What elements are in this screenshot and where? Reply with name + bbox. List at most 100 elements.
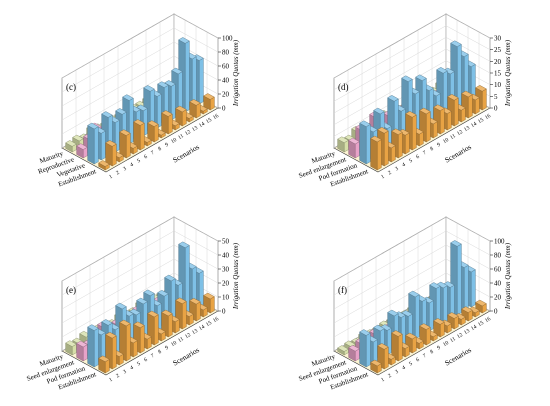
bar-establishment-s14	[189, 297, 201, 322]
z-axis-title: Irrigation Quotas (mm)	[232, 39, 240, 107]
scenario-tick-label: 7	[422, 150, 428, 157]
scenario-tick-label: 3	[122, 166, 128, 173]
bar-reproductive-s1	[76, 143, 88, 159]
bar-pod-formation-s1	[87, 324, 99, 368]
scenario-tick-label: 9	[164, 142, 170, 149]
z-axis-title: Irrigation Quotas (mm)	[504, 242, 512, 310]
scenario-tick-label: 6	[143, 154, 149, 161]
scenario-tick-label: 9	[436, 345, 442, 352]
scenario-tick-label: 16	[212, 113, 220, 121]
z-tick-label: 30	[494, 35, 502, 43]
bar-vegetative-s1	[87, 122, 99, 165]
scenario-tick-label: 10	[442, 340, 450, 348]
scenario-tick-label: 11	[177, 133, 185, 141]
scenario-tick-label: 1	[108, 174, 114, 181]
bar-establishment-s6	[133, 119, 145, 151]
bar-establishment-s2	[105, 140, 117, 167]
scenario-tick-label: 3	[122, 369, 128, 376]
scenario-tick-label: 7	[422, 353, 428, 360]
bar-establishment-s4	[119, 319, 131, 362]
scenario-tick-label: 15	[205, 320, 213, 328]
scenario-tick-label: 13	[463, 328, 471, 336]
scenario-tick-label: 1	[380, 174, 386, 181]
scenario-tick-label: 14	[470, 121, 478, 129]
scenario-tick-label: 3	[394, 369, 400, 376]
scenario-tick-label: 14	[470, 324, 478, 332]
z-tick-label: 60	[222, 63, 230, 71]
scenario-axis-title: Scenarios	[443, 142, 473, 164]
bar-seed-enlargement-s1	[348, 137, 360, 159]
z-tick-label: 40	[494, 280, 502, 288]
panel-label: (f)	[338, 285, 347, 295]
bar-maturity-s1	[65, 340, 77, 356]
bar-establishment-s4	[391, 330, 403, 362]
z-tick-label: 0	[222, 308, 226, 316]
scenario-tick-label: 7	[150, 150, 156, 157]
z-tick-label: 15	[494, 70, 502, 78]
z-tick-label: 0	[494, 308, 498, 316]
scenario-tick-label: 14	[198, 121, 206, 129]
scenario-tick-label: 8	[157, 146, 163, 153]
scenario-tick-label: 11	[177, 336, 185, 344]
z-tick-label: 10	[222, 294, 230, 302]
bar-establishment-s8	[147, 310, 159, 346]
scenario-tick-label: 5	[136, 158, 142, 165]
scenario-tick-label: 5	[408, 158, 414, 165]
z-axis-title: Irrigation Quotas (mm)	[504, 39, 512, 107]
bar-maturity-s1	[65, 140, 77, 153]
bar-pod-formation-s14	[450, 240, 462, 316]
scenario-tick-label: 6	[143, 357, 149, 364]
bar-establishment-s1	[98, 160, 110, 171]
scenario-tick-label: 16	[212, 316, 220, 324]
scenario-axis-title: Scenarios	[171, 345, 201, 367]
scenario-tick-label: 4	[129, 365, 135, 372]
scenario-tick-label: 4	[129, 162, 135, 169]
z-tick-label: 50	[222, 238, 230, 246]
bar-establishment-s14	[189, 99, 201, 119]
scenario-tick-label: 7	[150, 353, 156, 360]
scenario-tick-label: 16	[484, 113, 492, 121]
bar-establishment-s16	[475, 299, 487, 314]
bar-pod-formation-s1	[359, 120, 371, 165]
z-tick-label: 60	[494, 266, 502, 274]
panel-label: (d)	[338, 82, 349, 92]
scenario-tick-label: 4	[401, 162, 407, 169]
scenario-tick-label: 2	[115, 170, 121, 177]
scenario-tick-label: 2	[387, 373, 393, 380]
bar-maturity-s1	[337, 345, 349, 356]
scenario-tick-label: 3	[394, 166, 400, 173]
bar-establishment-s6	[405, 111, 417, 151]
z-tick-label: 5	[494, 93, 498, 101]
panel-label: (e)	[66, 285, 76, 295]
z-tick-label: 80	[494, 252, 502, 260]
bar-seed-enlargement-s1	[76, 340, 88, 362]
scenario-tick-label: 10	[170, 340, 178, 348]
scenario-tick-label: 10	[442, 137, 450, 145]
z-tick-label: 20	[494, 58, 502, 66]
scenario-tick-label: 1	[380, 377, 386, 384]
z-tick-label: 20	[222, 280, 230, 288]
scenario-tick-label: 12	[184, 129, 192, 137]
scenario-tick-label: 8	[157, 349, 163, 356]
bar-establishment-s1	[98, 355, 110, 374]
scenario-tick-label: 1	[108, 377, 114, 384]
scenario-tick-label: 9	[436, 142, 442, 149]
scenario-tick-label: 11	[449, 133, 457, 141]
scenario-tick-label: 14	[198, 324, 206, 332]
scenario-tick-label: 15	[477, 117, 485, 125]
scenario-tick-label: 12	[456, 332, 464, 340]
scenario-tick-label: 6	[415, 357, 421, 364]
z-tick-label: 40	[222, 77, 230, 85]
scenario-tick-label: 12	[456, 129, 464, 137]
z-tick-label: 100	[494, 238, 505, 246]
bar-pod-formation-s1	[359, 329, 371, 368]
scenario-tick-label: 9	[164, 345, 170, 352]
scenario-tick-label: 15	[205, 117, 213, 125]
scenario-tick-label: 6	[415, 154, 421, 161]
scenario-tick-label: 12	[184, 332, 192, 340]
bar-establishment-s10	[161, 110, 173, 135]
z-tick-label: 0	[222, 105, 226, 113]
